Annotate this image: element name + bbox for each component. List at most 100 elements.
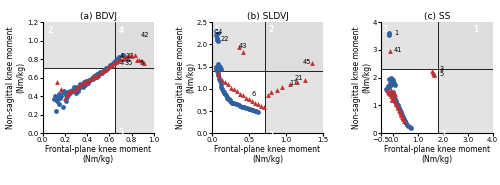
Text: 3: 3 bbox=[268, 131, 274, 139]
Point bbox=[98, 70, 106, 73]
Point bbox=[94, 74, 102, 77]
Point bbox=[388, 78, 396, 81]
Point bbox=[96, 72, 104, 75]
Point bbox=[118, 54, 126, 57]
Point bbox=[273, 88, 281, 91]
Y-axis label: Non-sagittal knee moment
(Nm/kg): Non-sagittal knee moment (Nm/kg) bbox=[352, 26, 371, 129]
Point bbox=[242, 96, 250, 99]
Point bbox=[111, 60, 119, 63]
Point bbox=[72, 86, 80, 89]
Point bbox=[224, 97, 232, 100]
Point bbox=[394, 104, 402, 107]
Bar bbox=[42, 22, 115, 68]
Text: 6: 6 bbox=[251, 91, 256, 97]
Point bbox=[55, 102, 63, 105]
Point bbox=[387, 93, 395, 96]
Point bbox=[221, 93, 229, 96]
Text: 3: 3 bbox=[440, 66, 444, 72]
Point bbox=[214, 72, 222, 75]
Point bbox=[68, 88, 76, 91]
Point bbox=[396, 111, 404, 114]
Point bbox=[396, 108, 404, 111]
Point bbox=[81, 80, 89, 83]
Point bbox=[80, 81, 88, 84]
Point bbox=[239, 51, 247, 54]
Point bbox=[90, 74, 98, 77]
Text: 17: 17 bbox=[125, 53, 134, 58]
Point bbox=[96, 72, 104, 75]
Point bbox=[239, 105, 247, 108]
Point bbox=[428, 69, 436, 72]
Text: 14: 14 bbox=[215, 29, 223, 35]
Point bbox=[84, 82, 92, 85]
Point bbox=[71, 87, 79, 90]
Point bbox=[60, 89, 68, 92]
Point bbox=[430, 74, 438, 77]
Point bbox=[63, 93, 71, 96]
Point bbox=[96, 71, 104, 74]
Point bbox=[219, 90, 227, 92]
Point bbox=[222, 95, 230, 98]
Point bbox=[103, 67, 111, 70]
Point bbox=[226, 99, 234, 102]
Point bbox=[392, 102, 400, 105]
Point bbox=[58, 95, 66, 98]
Point bbox=[106, 63, 114, 66]
Point bbox=[233, 90, 241, 92]
Point bbox=[227, 101, 235, 104]
Point bbox=[212, 30, 220, 33]
Title: (a) BDVJ: (a) BDVJ bbox=[80, 12, 116, 21]
Point bbox=[254, 110, 262, 113]
Point bbox=[218, 78, 226, 81]
Point bbox=[66, 89, 74, 92]
Bar bbox=[266, 71, 323, 133]
Point bbox=[278, 85, 286, 88]
Point bbox=[395, 108, 403, 111]
Point bbox=[230, 102, 238, 105]
Point bbox=[246, 108, 254, 111]
Point bbox=[390, 92, 398, 94]
Point bbox=[396, 110, 404, 112]
Point bbox=[390, 96, 398, 99]
Point bbox=[392, 100, 400, 103]
Bar bbox=[438, 22, 492, 69]
Point bbox=[93, 73, 101, 75]
Text: 22: 22 bbox=[220, 36, 229, 42]
Point bbox=[83, 81, 91, 84]
Point bbox=[216, 66, 224, 69]
Point bbox=[388, 97, 396, 100]
Point bbox=[390, 97, 398, 100]
Point bbox=[406, 126, 413, 129]
Point bbox=[389, 79, 397, 82]
Point bbox=[395, 107, 403, 110]
Point bbox=[98, 70, 106, 73]
Point bbox=[213, 38, 221, 41]
Point bbox=[54, 97, 62, 100]
Point bbox=[392, 100, 400, 103]
Point bbox=[76, 86, 84, 89]
Point bbox=[101, 69, 109, 72]
Point bbox=[91, 75, 99, 78]
Point bbox=[286, 83, 294, 86]
Point bbox=[388, 94, 396, 97]
Bar bbox=[115, 68, 154, 133]
Point bbox=[388, 80, 396, 83]
Point bbox=[404, 125, 412, 128]
Text: 41: 41 bbox=[394, 47, 402, 53]
Point bbox=[390, 82, 398, 85]
Point bbox=[61, 92, 69, 95]
Point bbox=[214, 63, 222, 66]
Point bbox=[228, 102, 236, 105]
Point bbox=[386, 93, 394, 96]
Bar bbox=[438, 69, 492, 133]
Bar bbox=[266, 22, 323, 71]
Point bbox=[108, 61, 116, 64]
Point bbox=[245, 98, 253, 101]
Point bbox=[394, 107, 402, 110]
Point bbox=[384, 89, 392, 92]
Text: 2: 2 bbox=[382, 25, 388, 34]
Point bbox=[214, 32, 222, 35]
Point bbox=[388, 98, 396, 101]
Point bbox=[398, 114, 406, 117]
Text: 2: 2 bbox=[268, 25, 274, 34]
